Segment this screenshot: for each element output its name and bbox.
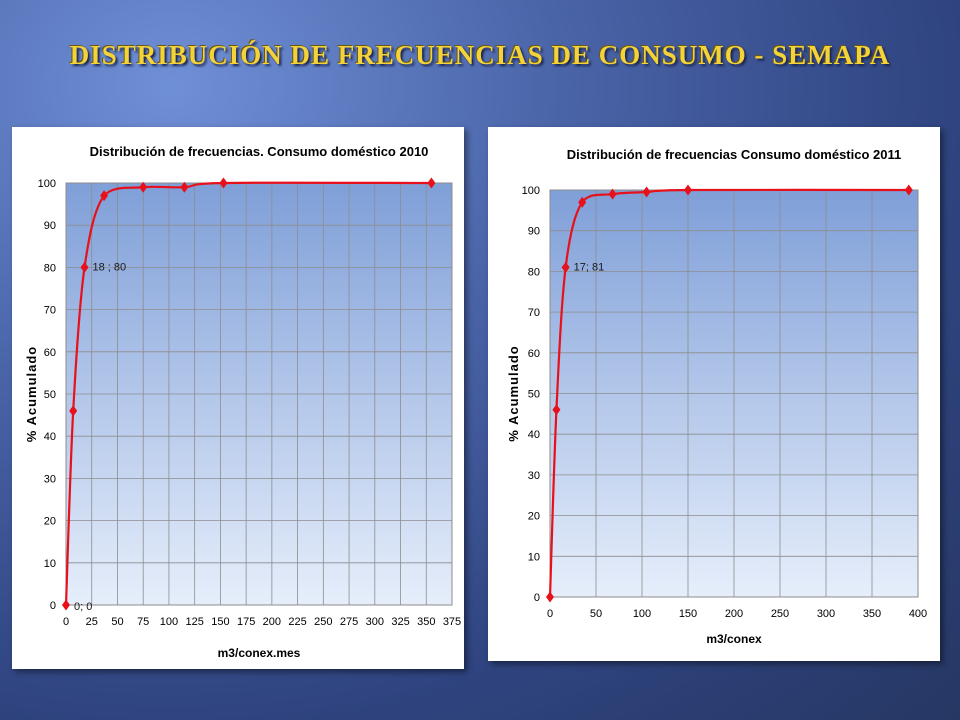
data-point [427,177,436,189]
y-tick-label: 70 [44,305,56,317]
data-point [578,196,587,208]
x-tick-label: 125 [185,616,203,628]
y-axis-label: % Acumulado [506,345,521,441]
data-point [80,261,89,273]
x-tick-label: 200 [725,608,743,620]
data-label: 18 ; 80 [93,261,127,273]
x-tick-label: 375 [443,616,461,628]
x-tick-label: 275 [340,616,358,628]
x-tick-label: 250 [314,616,332,628]
x-tick-label: 0 [63,616,69,628]
x-tick-label: 150 [211,616,229,628]
x-tick-label: 225 [288,616,306,628]
x-tick-label: 200 [263,616,281,628]
chart-title: Distribución de frecuencias. Consumo dom… [90,144,429,159]
y-tick-label: 10 [44,558,56,570]
data-point [100,190,109,202]
chart-panel-2011: 0 50 100 150 200 250 300 350 400 0 10 20 30 40 50 60 70 8… [488,127,940,661]
chart-2011: 0 50 100 150 200 250 300 350 400 0 10 20 30 40 50 60 70 8… [506,147,927,646]
slide-title: DISTRIBUCIÓN DE FRECUENCIAS DE CONSUMO -… [69,40,891,70]
y-tick-label: 40 [528,429,540,441]
x-tick-label: 0 [547,608,553,620]
x-tick-label: 325 [391,616,409,628]
chart-2010: 0 25 50 75 100 125 150 175 200 225 250 275 300 325 350… [24,144,461,660]
data-point [684,184,692,196]
x-tick-label: 25 [86,616,98,628]
y-tick-label: 80 [528,266,540,278]
x-tick-label: 300 [366,616,384,628]
y-tick-label: 60 [528,348,540,360]
x-tick-label: 400 [909,608,927,620]
y-tick-label: 70 [528,307,540,319]
x-tick-label: 100 [633,608,651,620]
x-tick-label: 50 [111,616,123,628]
y-tick-label: 90 [44,220,56,232]
data-point [552,404,561,416]
y-tick-label: 50 [528,389,540,401]
x-tick-label: 75 [137,616,149,628]
x-tick-label: 50 [590,608,602,620]
data-point [546,591,554,603]
x-tick-label: 350 [863,608,881,620]
data-point [608,188,617,200]
x-axis-label: m3/conex.mes [218,646,301,660]
x-tick-label: 100 [160,616,178,628]
y-tick-label: 80 [44,262,56,274]
x-tick-label: 175 [237,616,255,628]
data-label: 0; 0 [74,601,92,613]
y-tick-label: 20 [528,511,540,523]
y-tick-label: 60 [44,347,56,359]
x-tick-label: 250 [771,608,789,620]
y-tick-label: 30 [528,470,540,482]
chart-panel-2010: 0 25 50 75 100 125 150 175 200 225 250 275 300 325 350… [12,127,464,669]
x-axis-label: m3/conex [706,632,762,646]
y-tick-label: 20 [44,516,56,528]
chart-title: Distribución de frecuencias Consumo domé… [567,147,901,162]
y-tick-label: 10 [528,551,540,563]
data-point [62,599,70,611]
x-tick-label: 350 [417,616,435,628]
data-point [219,177,228,189]
y-tick-label: 0 [50,600,56,612]
data-point [139,181,148,193]
y-tick-label: 100 [522,185,540,197]
y-tick-label: 0 [534,592,540,604]
x-tick-label: 300 [817,608,835,620]
x-tick-label: 150 [679,608,697,620]
y-tick-label: 100 [38,178,56,190]
data-point [180,181,189,193]
data-point [69,405,78,417]
data-label: 17; 81 [574,261,605,273]
y-axis-label: % Acumulado [24,346,39,442]
y-tick-label: 50 [44,389,56,401]
y-tick-label: 30 [44,473,56,485]
data-point [561,261,570,273]
y-tick-label: 40 [44,431,56,443]
y-tick-label: 90 [528,226,540,238]
data-point [642,186,651,198]
data-point [904,184,913,196]
